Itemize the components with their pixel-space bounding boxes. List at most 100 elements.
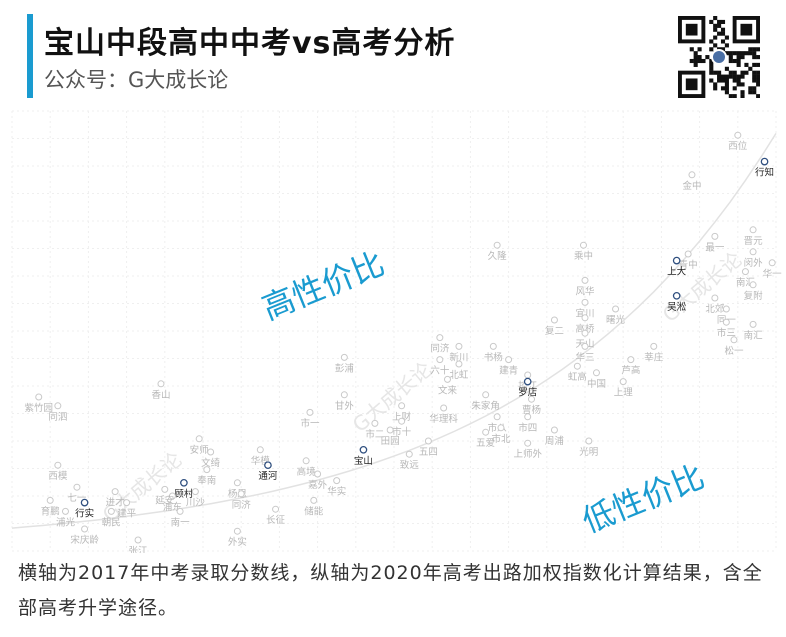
- data-point: [111, 488, 119, 496]
- data-point: [581, 314, 589, 322]
- point-label: 市二: [365, 428, 384, 440]
- data-point: [371, 419, 379, 427]
- data-point: [497, 424, 505, 432]
- data-point: [722, 305, 730, 313]
- data-point: [134, 536, 142, 544]
- point-label: 市四: [518, 422, 537, 434]
- data-point: [195, 435, 203, 443]
- qr-code-image: [678, 16, 760, 98]
- data-point: [524, 371, 532, 379]
- point-label: 上大: [667, 266, 687, 278]
- point-label: 罗店: [518, 387, 537, 399]
- point-label: 复附: [744, 290, 764, 302]
- point-label: 青中: [679, 259, 698, 271]
- point-label: 复二: [545, 325, 564, 337]
- data-point: [482, 391, 490, 399]
- point-label: 顾村: [174, 488, 194, 500]
- data-point: [550, 426, 558, 434]
- data-point: [180, 478, 188, 487]
- point-label: 安师: [190, 444, 209, 456]
- data-point: [436, 356, 444, 364]
- data-points: 西位行知金中久隆乘中最一晋元闵外华一青中上大南汇复附风华吴淞北郊宜川曙光同一高桥…: [24, 131, 782, 553]
- point-label: 北郊: [705, 303, 724, 315]
- point-label: 上师外: [513, 448, 542, 460]
- data-point: [489, 342, 497, 350]
- point-label: 七一: [67, 493, 87, 504]
- title-accent-bar: [27, 14, 33, 98]
- point-label: 行实: [75, 508, 94, 520]
- data-point: [46, 496, 54, 504]
- point-label: 文绮: [201, 457, 221, 469]
- point-label: 朝民: [102, 517, 121, 528]
- point-label: 晋元: [744, 236, 764, 247]
- point-label: 六十: [430, 365, 450, 377]
- data-point: [672, 291, 681, 300]
- data-point: [207, 448, 215, 456]
- data-point: [619, 378, 627, 386]
- point-label: 朱家角: [471, 400, 500, 412]
- data-point: [749, 226, 757, 234]
- data-point: [528, 395, 536, 403]
- data-point: [233, 479, 241, 487]
- point-label: 宝山: [354, 455, 373, 467]
- point-label: 光明: [579, 446, 598, 458]
- data-point: [749, 281, 757, 289]
- point-label: 华三: [575, 351, 594, 363]
- data-point: [585, 437, 593, 445]
- data-point: [627, 356, 635, 364]
- data-point: [333, 477, 341, 485]
- data-point: [264, 461, 272, 470]
- point-label: 高桥: [575, 323, 595, 335]
- point-label: 曙光: [606, 314, 626, 326]
- data-point: [54, 402, 62, 410]
- point-label: 芦高: [621, 365, 640, 377]
- data-point: [524, 413, 532, 421]
- point-label: 建青: [499, 365, 518, 377]
- data-point: [524, 439, 532, 447]
- data-point: [455, 342, 463, 350]
- point-label: 上财: [392, 411, 412, 423]
- point-label: 莘庄: [644, 351, 664, 363]
- region-label-high-value: 高性价比: [257, 244, 390, 327]
- point-label: 南一: [171, 516, 191, 528]
- data-point: [203, 466, 211, 474]
- point-label: 进才: [106, 497, 125, 509]
- point-label: 彭浦: [335, 362, 355, 374]
- point-label: 长征: [266, 514, 286, 526]
- data-point: [523, 377, 532, 386]
- data-point: [711, 232, 719, 240]
- data-point: [581, 342, 589, 350]
- point-label: 金中: [682, 180, 701, 192]
- point-label: 宜川: [575, 307, 594, 319]
- point-label: 书杨: [484, 351, 503, 363]
- point-label: 松一: [724, 345, 744, 357]
- point-label: 甘外: [335, 400, 355, 412]
- data-point: [168, 492, 176, 500]
- data-point: [730, 336, 738, 344]
- data-point: [73, 483, 81, 491]
- point-label: 闵外: [744, 257, 764, 269]
- point-label: 浦光: [56, 516, 76, 528]
- data-point: [123, 499, 131, 507]
- point-label: 虹高: [568, 371, 587, 383]
- data-point: [722, 318, 730, 326]
- point-label: 南汇: [744, 329, 764, 341]
- point-label: 吴淞: [667, 302, 687, 313]
- point-label: 高境: [297, 466, 317, 478]
- point-label: 宋庆龄: [70, 534, 99, 546]
- data-point: [688, 171, 696, 179]
- point-label: 西位: [728, 140, 748, 152]
- point-label: 曹杨: [522, 404, 541, 416]
- point-label: 五爱: [476, 437, 495, 449]
- data-point: [455, 360, 463, 368]
- data-point: [256, 446, 264, 454]
- point-label: 市三: [717, 327, 736, 339]
- point-label: 市北: [491, 433, 511, 445]
- data-point: [505, 356, 513, 364]
- data-point: [581, 329, 589, 337]
- point-label: 五四: [419, 447, 438, 458]
- point-label: 育鹏: [41, 505, 60, 517]
- point-label: 致远: [400, 459, 420, 471]
- point-label: 华实: [327, 486, 346, 498]
